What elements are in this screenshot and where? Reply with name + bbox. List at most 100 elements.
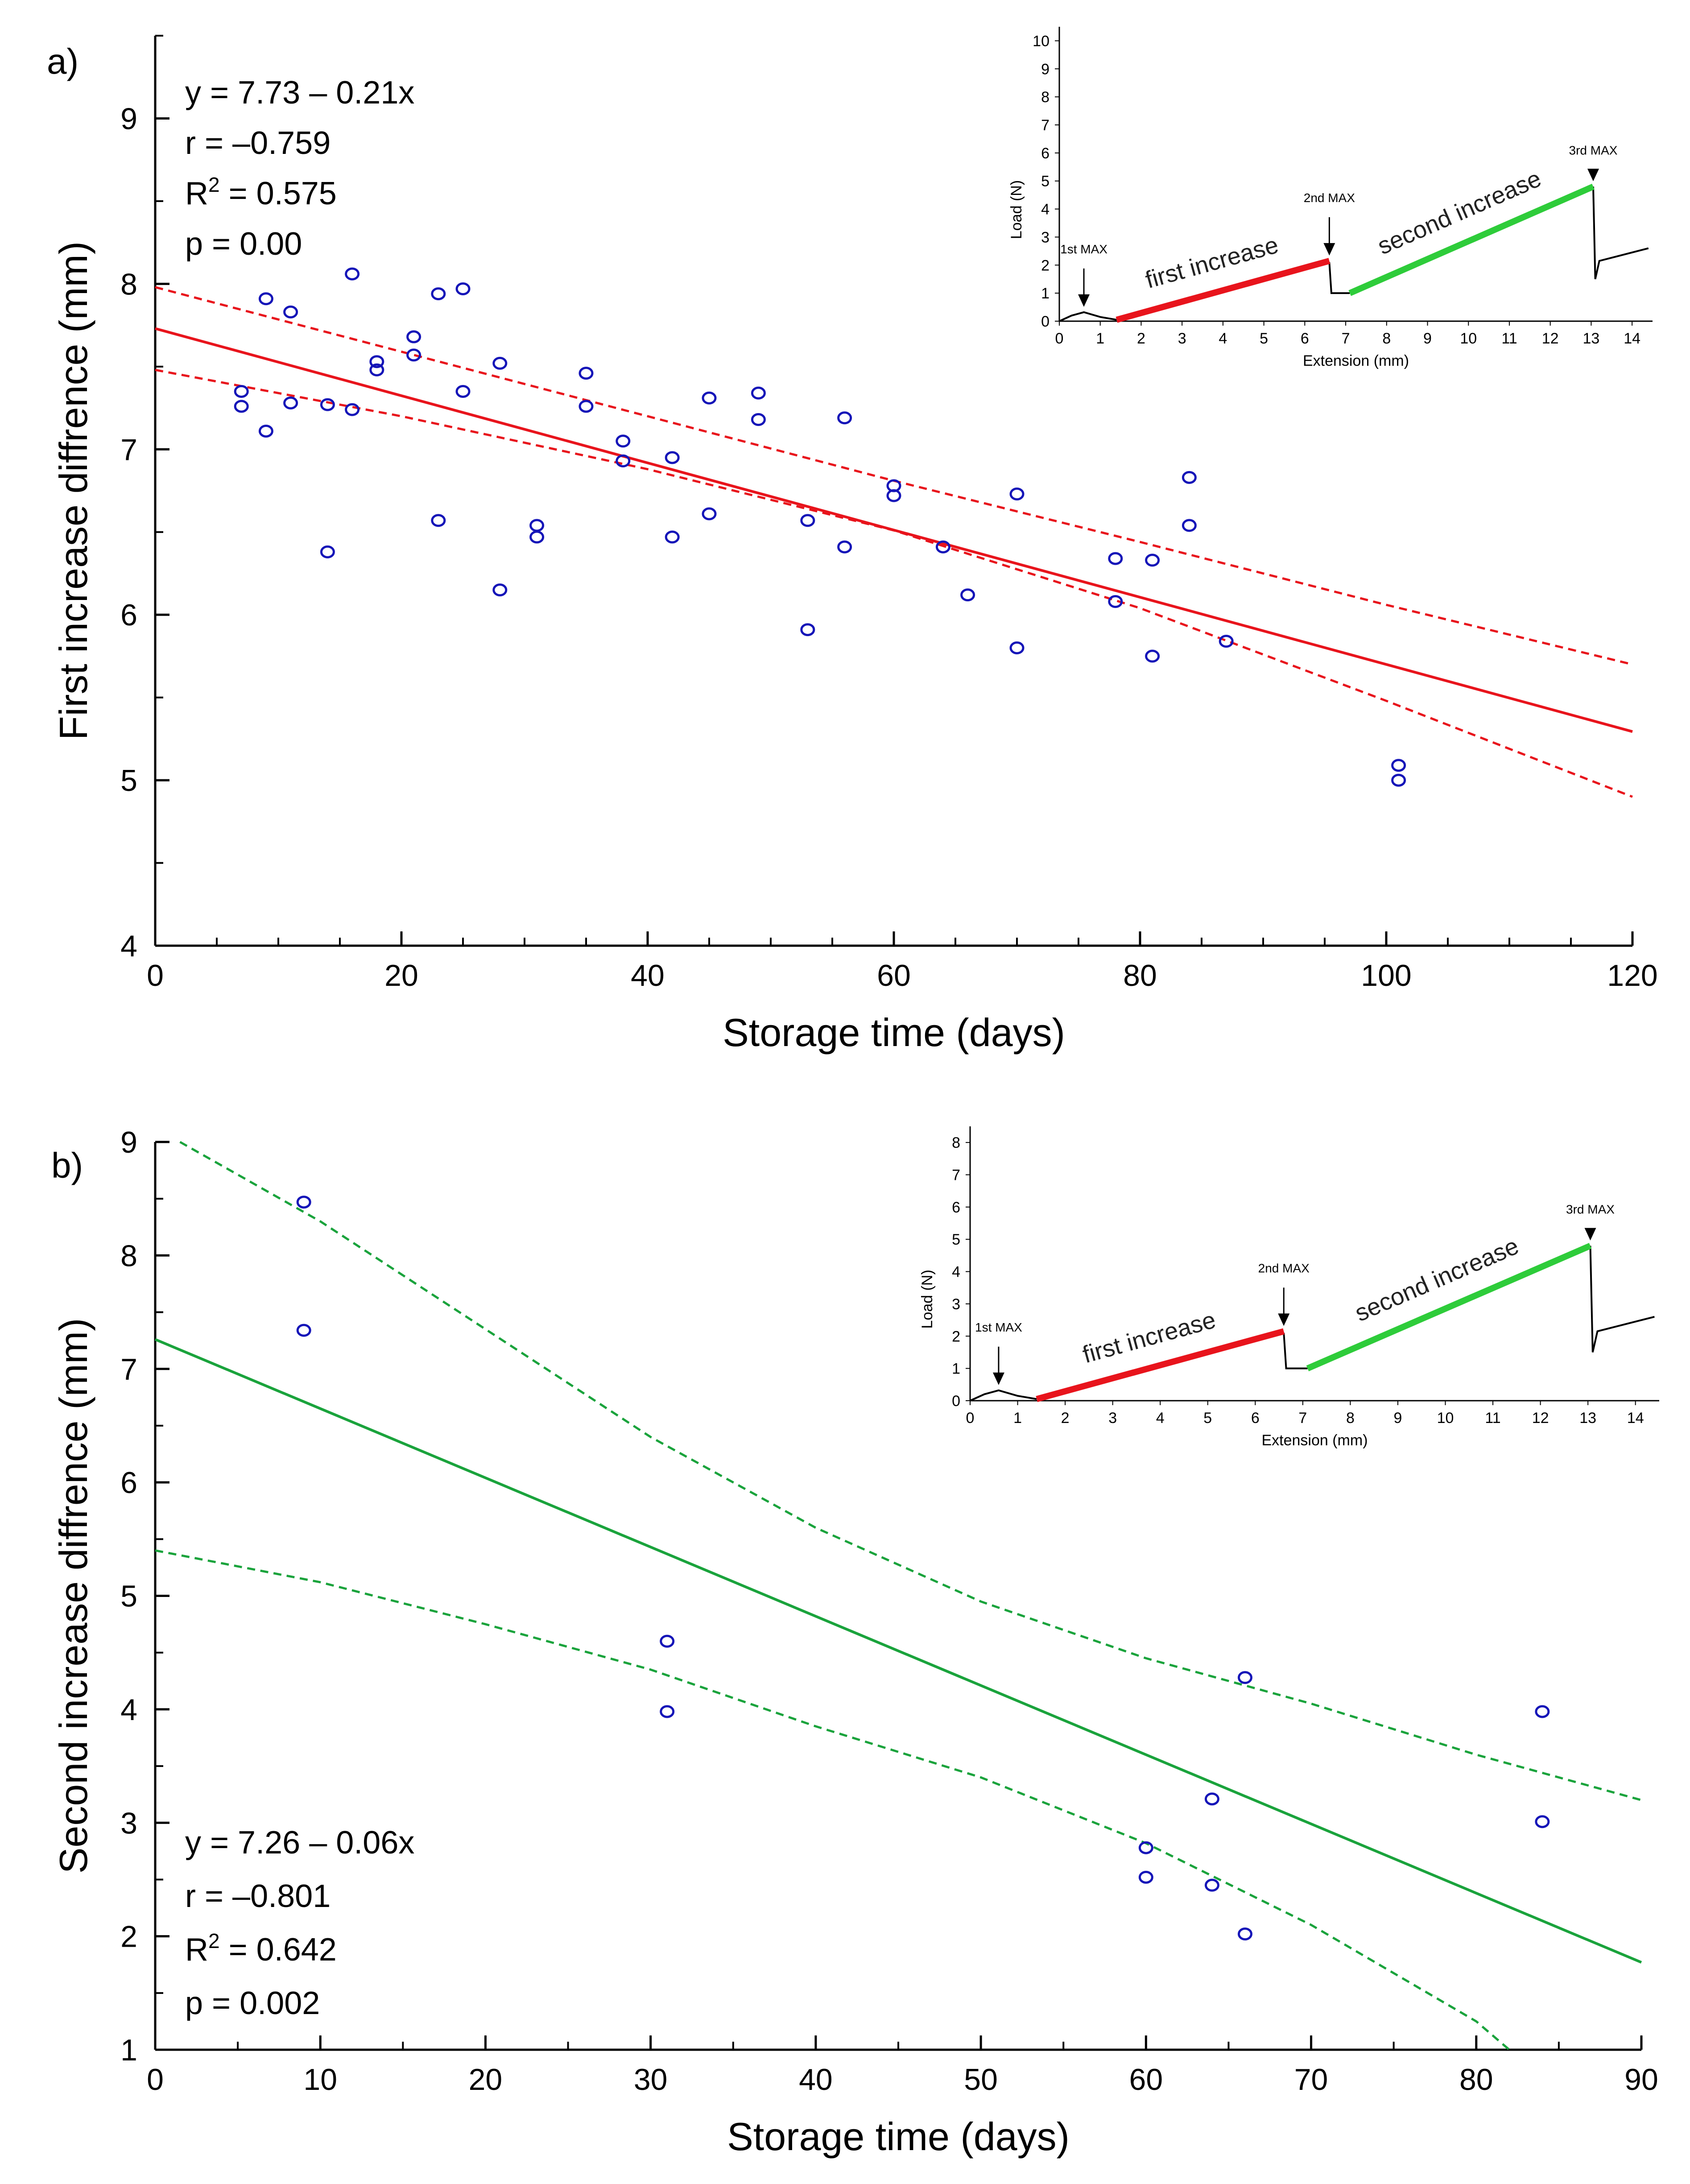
data-point [1535,1815,1550,1828]
inset-y-tick-label: 8 [1041,89,1050,106]
panel-label: b) [51,1146,83,1185]
inset-y-tick-label: 7 [952,1167,960,1184]
y-tick-label: 4 [120,929,137,963]
x-tick-label: 40 [799,2063,833,2097]
inset-y-tick-label: 5 [952,1231,960,1248]
data-point [455,282,471,295]
inset-x-tick-label: 4 [1219,330,1227,347]
inset-x-tick-label: 11 [1501,330,1517,347]
inset-y-tick-label: 7 [1041,117,1050,134]
data-point [296,1195,311,1209]
y-tick-label: 5 [120,764,137,798]
x-tick-label: 20 [384,959,418,993]
inset-x-tick-label: 0 [966,1410,975,1427]
inset-load-curve [1592,186,1649,280]
inset-x-tick-label: 9 [1394,1410,1402,1427]
data-point [369,363,384,376]
data-point [1204,1792,1219,1806]
inset-x-tick-label: 5 [1203,1410,1212,1427]
inset-load-curve [1283,1332,1308,1369]
inset-x-tick-label: 6 [1251,1410,1260,1427]
inset-x-tick-label: 7 [1298,1410,1307,1427]
r-squared-text: R2 = 0.642 [185,1929,337,1968]
inset-load-curve [1589,1245,1655,1353]
y-tick-label: 6 [120,1466,137,1500]
y-axis-label: First increase diffrence (mm) [51,241,95,740]
data-point [431,287,446,301]
data-point [800,623,815,637]
inset-x-tick-label: 1 [1096,330,1104,347]
inset-first-increase-line [1116,258,1331,323]
inset-x-tick-label: 6 [1301,330,1309,347]
data-point [1182,471,1197,484]
y-tick-label: 7 [120,1353,137,1386]
equation-text: y = 7.73 – 0.21x [185,75,414,111]
inset-y-tick-label: 8 [952,1134,960,1151]
data-point [578,400,594,413]
inset-max-arrow-head [1587,169,1599,182]
data-point [1535,1705,1550,1718]
inset-max-arrow-head [1584,1228,1596,1241]
inset-x-tick-label: 9 [1423,330,1432,347]
inset-x-tick-label: 1 [1013,1410,1022,1427]
inset-y-tick-label: 2 [952,1328,960,1345]
data-point [665,451,680,464]
data-point [258,424,273,438]
inset-x-tick-label: 12 [1542,330,1559,347]
r-squared-value: = 0.575 [220,176,337,211]
data-point [1237,1671,1252,1684]
regression-line [154,1338,1642,1964]
y-tick-label: 7 [120,433,137,467]
data-point [234,400,249,413]
inset-max-label: 1st MAX [975,1320,1022,1334]
y-tick-label: 6 [120,598,137,632]
data-point [1138,1841,1153,1854]
inset-second-increase-line [1348,183,1595,296]
equation-text: y = 7.26 – 0.06x [185,1825,414,1861]
x-tick-label: 60 [1129,2063,1163,2097]
x-tick-label: 0 [147,2063,164,2097]
x-tick-label: 120 [1607,959,1657,993]
inset-y-tick-label: 5 [1041,173,1050,190]
data-point [1391,774,1406,787]
data-point [406,348,421,362]
x-tick-label: 80 [1459,2063,1493,2097]
data-point [1108,595,1123,608]
data-point [616,434,631,448]
r-squared-superscript: 2 [208,1929,220,1952]
inset-x-tick-label: 2 [1061,1410,1070,1427]
inset-x-tick-label: 3 [1178,330,1186,347]
p-value-text: p = 0.002 [185,1985,320,2021]
inset-x-tick-label: 8 [1382,330,1391,347]
data-point [1138,1870,1153,1884]
data-point [492,356,508,370]
data-point [1391,759,1406,772]
y-tick-label: 5 [120,1580,137,1613]
data-point [837,411,852,425]
data-point [345,403,360,416]
x-tick-label: 70 [1294,2063,1328,2097]
inset-y-axis-label: Load (N) [1008,180,1025,239]
inset-y-tick-label: 1 [1041,285,1050,302]
p-value-text: p = 0.00 [185,226,302,262]
inset-y-tick-label: 0 [952,1393,960,1410]
inset-y-axis-label: Load (N) [919,1270,936,1328]
inset-max-arrow-head [1078,294,1090,307]
data-point [800,514,815,527]
inset-second-increase-line [1306,1243,1592,1372]
data-point [1108,552,1123,565]
data-point [283,305,298,318]
inset-x-axis-label: Extension (mm) [1303,352,1409,369]
inset-y-tick-label: 2 [1041,257,1050,274]
inset-max-arrow-head [1323,243,1335,256]
inset-max-label: 2nd MAX [1258,1261,1310,1275]
inset-x-tick-label: 14 [1627,1410,1644,1427]
stats-block: y = 7.26 – 0.06x r = –0.801 R2 = 0.642 p = … [185,1825,414,2021]
data-point [660,1634,675,1648]
x-axis-label: Storage time (days) [723,1010,1065,1055]
data-point [751,413,766,426]
data-point [660,1705,675,1718]
data-point [258,292,273,306]
inset-y-tick-label: 4 [952,1264,960,1281]
data-point [1145,554,1160,567]
